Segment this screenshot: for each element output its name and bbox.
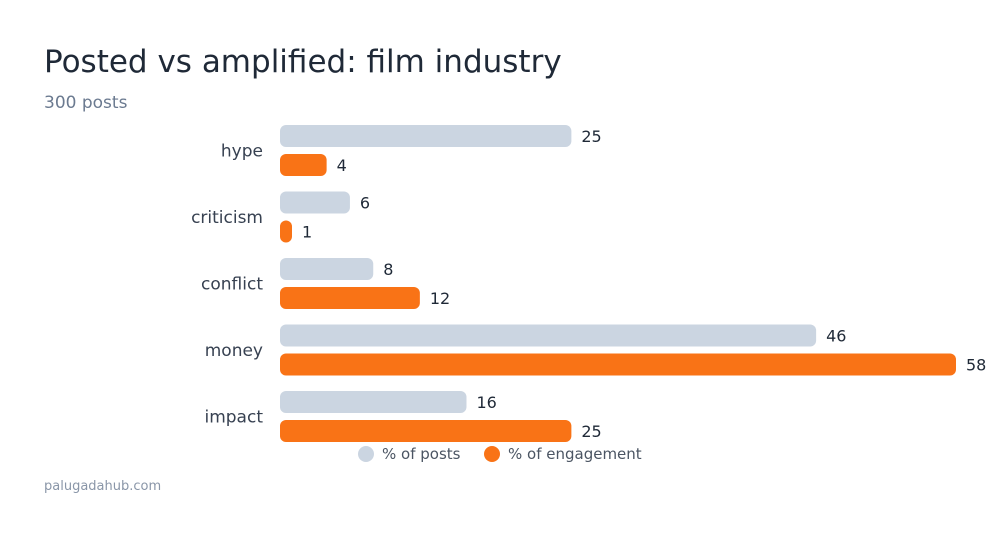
value-label-conflict-series-0: 8 xyxy=(383,260,393,279)
legend-label-series-1: % of engagement xyxy=(508,445,642,463)
value-label-money-series-0: 46 xyxy=(826,327,846,346)
category-label-hype: hype xyxy=(221,142,263,162)
bar-conflict-series-0 xyxy=(280,258,374,280)
legend-swatch-series-1 xyxy=(484,446,500,462)
value-label-impact-series-0: 16 xyxy=(476,393,496,412)
bar-hype-series-1 xyxy=(280,154,327,176)
bar-money-series-1 xyxy=(280,353,956,376)
bar-hype-series-0 xyxy=(280,125,572,147)
bar-impact-series-0 xyxy=(280,391,467,413)
legend-swatch-series-0 xyxy=(358,446,374,462)
value-label-impact-series-1: 25 xyxy=(581,422,601,441)
bar-money-series-0 xyxy=(280,324,817,347)
value-label-hype-series-1: 4 xyxy=(337,156,347,175)
category-label-conflict: conflict xyxy=(201,275,263,295)
chart-title: Posted vs amplified: film industry xyxy=(44,44,562,80)
category-label-money: money xyxy=(205,341,263,361)
bar-criticism-series-1 xyxy=(280,220,292,243)
bar-criticism-series-0 xyxy=(280,191,350,214)
chart-subtitle: 300 posts xyxy=(44,93,128,113)
value-label-money-series-1: 58 xyxy=(966,356,986,375)
bar-impact-series-1 xyxy=(280,420,572,442)
value-label-conflict-series-1: 12 xyxy=(430,289,450,308)
category-label-criticism: criticism xyxy=(191,208,263,228)
value-label-hype-series-0: 25 xyxy=(581,127,601,146)
category-label-impact: impact xyxy=(204,408,263,428)
value-label-criticism-series-1: 1 xyxy=(302,223,312,242)
value-label-criticism-series-0: 6 xyxy=(360,194,370,213)
bar-conflict-series-1 xyxy=(280,287,420,309)
source-footer: palugadahub.com xyxy=(44,479,162,494)
legend-label-series-0: % of posts xyxy=(382,445,461,463)
